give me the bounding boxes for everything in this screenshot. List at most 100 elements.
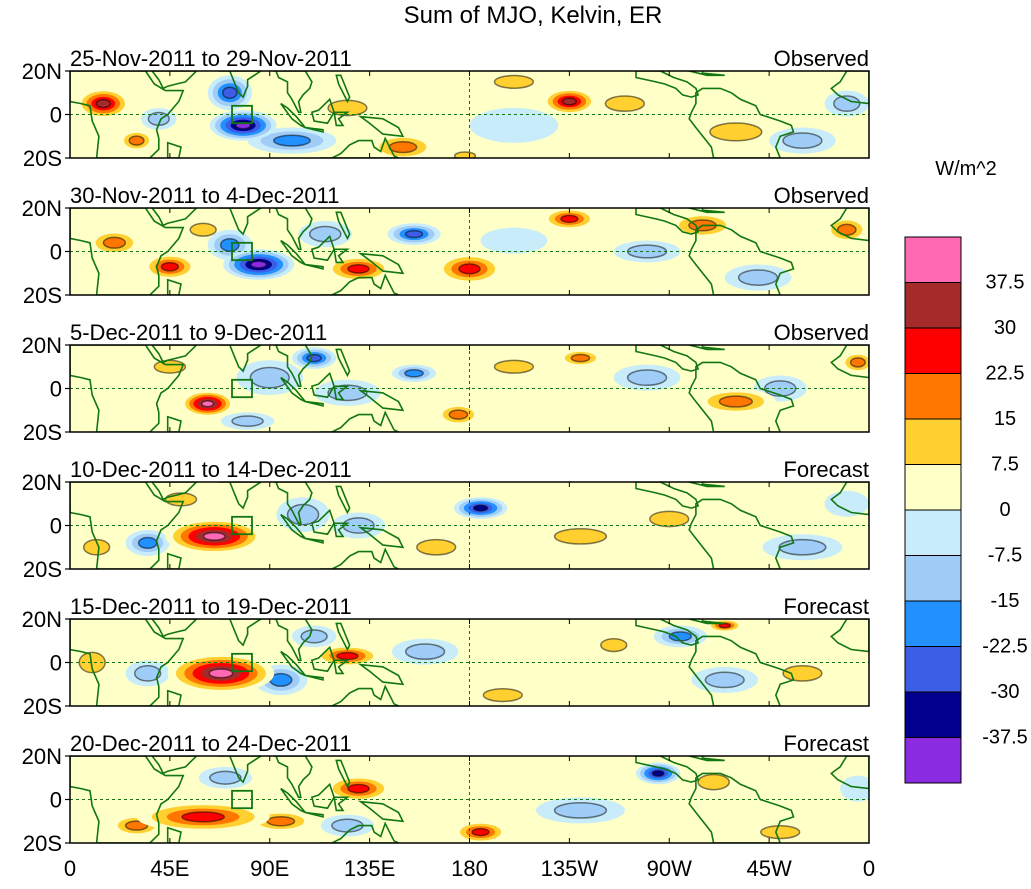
- anomaly-blob: [291, 625, 337, 648]
- panel-period-label: 25-Nov-2011 to 29-Nov-2011: [70, 46, 352, 71]
- anomaly-contour: [160, 261, 180, 272]
- anomaly-blob: [207, 75, 252, 111]
- coastline: [70, 71, 185, 158]
- anomaly-blob: [480, 71, 548, 93]
- anomaly-contour: [221, 86, 238, 100]
- coastline: [357, 115, 405, 138]
- anomaly-contour: [189, 222, 217, 237]
- colorbar-label: 7.5: [991, 454, 1019, 476]
- anomaly-contour: [778, 538, 827, 556]
- coastline: [319, 684, 399, 706]
- lat-tick-label: 20N: [22, 607, 62, 632]
- anomaly-contour: [840, 775, 869, 802]
- coastline: [151, 619, 198, 638]
- coastline: [151, 71, 198, 90]
- panel-kind-label: Forecast: [783, 594, 869, 619]
- lat-tick-label: 20S: [23, 283, 62, 308]
- coastline: [830, 71, 869, 105]
- anomaly-blob: [536, 797, 625, 824]
- anomaly-contour: [471, 827, 490, 837]
- anomaly-blob: [165, 518, 264, 554]
- anomaly-contour: [128, 135, 145, 146]
- lon-tick-label: 135W: [541, 856, 599, 881]
- colorbar-swatch: [904, 418, 962, 465]
- coastline: [333, 796, 350, 812]
- anomaly-blob: [691, 116, 781, 148]
- lon-tick-label: 135E: [344, 856, 395, 881]
- anomaly-contour: [824, 490, 869, 517]
- colorbar-label: 30: [994, 317, 1016, 339]
- anomaly-contour: [272, 134, 311, 147]
- panel-period-label: 10-Dec-2011 to 14-Dec-2011: [70, 457, 352, 482]
- coastline: [166, 141, 182, 158]
- lat-tick-label: 20N: [22, 333, 62, 358]
- anomaly-contour: [231, 415, 264, 427]
- anomaly-contour: [250, 260, 268, 269]
- lat-tick-label: 20S: [23, 146, 62, 171]
- anomaly-blob: [391, 638, 459, 665]
- coastline: [333, 385, 350, 401]
- anomaly-contour: [181, 811, 226, 823]
- anomaly-blob: [480, 355, 548, 378]
- anomaly-contour: [404, 643, 446, 660]
- lon-tick-label: 45W: [747, 856, 792, 881]
- anomaly-contour: [453, 151, 477, 158]
- anomaly-blob: [469, 684, 537, 706]
- coastline: [151, 208, 198, 227]
- coastline: [357, 663, 405, 686]
- coastline: [687, 482, 725, 488]
- anomaly-blob: [635, 762, 681, 785]
- anomaly-blob: [824, 490, 869, 517]
- anomaly-contour: [208, 668, 234, 679]
- coastline: [273, 482, 313, 525]
- anomaly-blob: [391, 364, 437, 382]
- map-panel: 15-Dec-2011 to 19-Dec-2011 Forecast 20N 0 20…: [22, 594, 870, 719]
- anomaly-contour: [469, 107, 559, 143]
- coastline: [335, 485, 351, 515]
- anomaly-blob: [762, 534, 843, 561]
- anomaly-blob: [291, 347, 337, 369]
- anomaly-blob: [87, 229, 142, 256]
- coastline: [357, 800, 405, 823]
- coastline: [70, 619, 185, 706]
- lat-tick-label: 0: [50, 651, 62, 676]
- coastline: [688, 772, 795, 843]
- anomaly-blob: [453, 821, 508, 843]
- coastline: [333, 522, 350, 538]
- coastline: [166, 826, 182, 843]
- coastline: [357, 389, 405, 412]
- colorbar-swatch: [904, 691, 962, 738]
- coastline: [70, 208, 185, 295]
- index-box: [231, 241, 253, 262]
- map-field: [70, 345, 869, 432]
- colorbar: W/m^2 37.5 30 22.5 15 7.5 0 -7.5 -15 -22.5 -30 -37…: [904, 158, 1028, 784]
- anomaly-blob: [143, 253, 197, 280]
- anomaly-contour: [836, 223, 857, 236]
- anomaly-blob: [320, 814, 375, 837]
- coastline: [319, 410, 399, 432]
- coastline: [688, 361, 795, 432]
- coastline: [687, 208, 725, 214]
- anomaly-contour: [560, 214, 579, 224]
- anomaly-contour: [82, 538, 111, 556]
- coastline: [635, 482, 700, 509]
- colorbar-swatch: [904, 600, 962, 647]
- anomaly-blob: [220, 412, 275, 430]
- colorbar-swatch: [904, 327, 962, 374]
- lat-tick-label: 0: [50, 514, 62, 539]
- coastline: [166, 278, 182, 295]
- coastline: [635, 208, 700, 235]
- coastline: [688, 498, 795, 569]
- coastline: [166, 689, 182, 706]
- panel-period-label: 15-Dec-2011 to 19-Dec-2011: [70, 594, 352, 619]
- panel-kind-label: Observed: [774, 46, 869, 71]
- anomaly-blob: [125, 529, 170, 556]
- index-box: [231, 515, 253, 536]
- anomaly-blob: [247, 127, 337, 154]
- anomaly-blob: [180, 218, 226, 241]
- coastline: [218, 71, 263, 99]
- lat-tick-label: 20S: [23, 831, 62, 856]
- panel-kind-label: Forecast: [783, 731, 869, 756]
- coastline: [687, 71, 725, 77]
- anomaly-blob: [70, 645, 115, 680]
